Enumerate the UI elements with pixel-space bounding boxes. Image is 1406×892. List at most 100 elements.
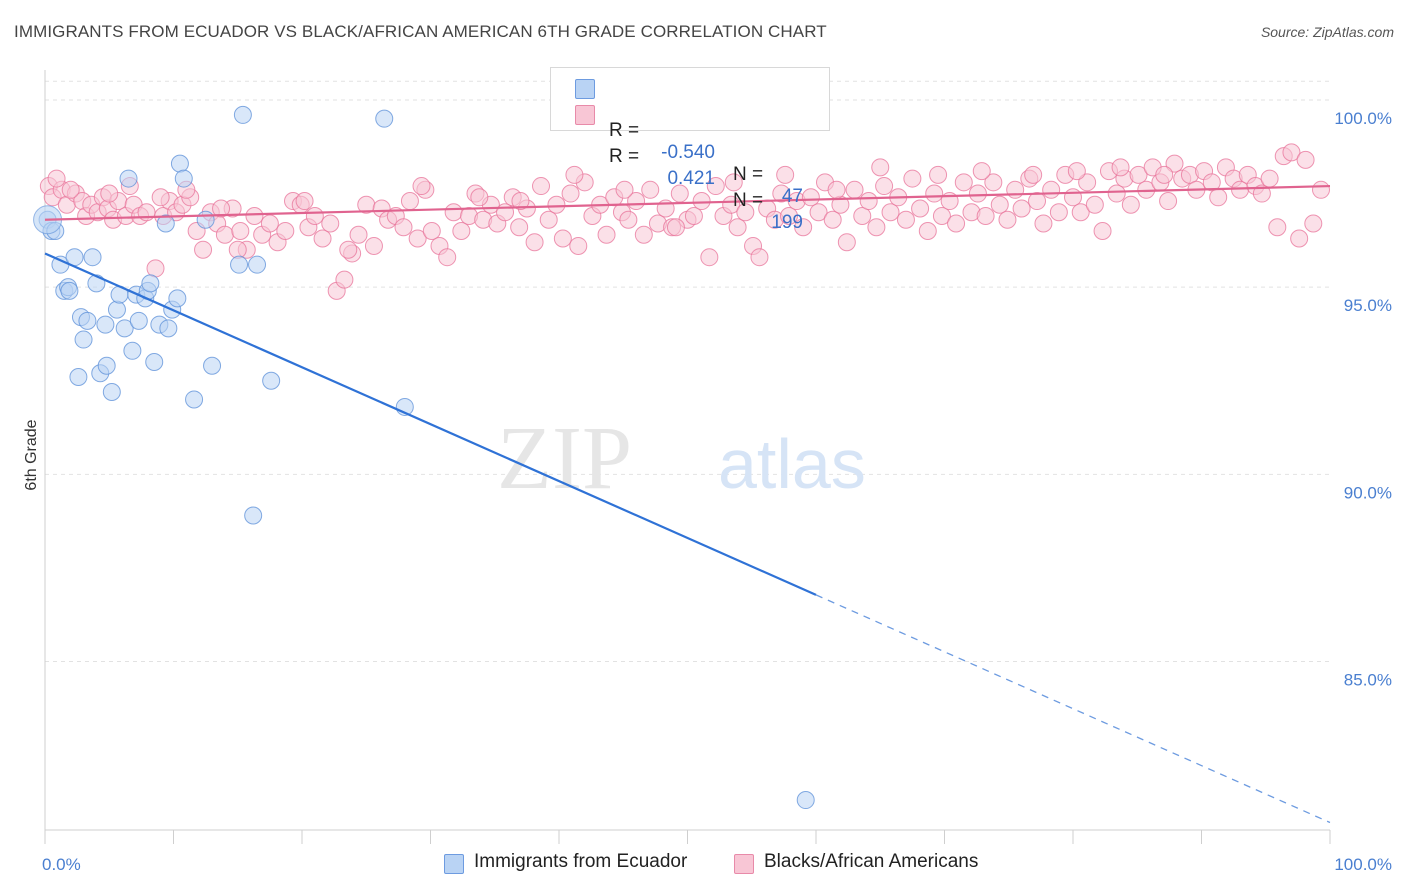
black-point — [801, 188, 820, 207]
black-point — [947, 214, 966, 233]
black-point — [1202, 173, 1221, 192]
black-point — [1159, 192, 1178, 211]
source-label: Source: ZipAtlas.com — [1260, 24, 1394, 40]
legend-r-label: R = — [609, 146, 640, 167]
black-point — [853, 207, 872, 226]
black-trend-line — [44, 184, 1331, 221]
black-point — [1296, 150, 1315, 169]
black-point — [215, 225, 234, 244]
black-point — [1049, 203, 1068, 222]
black-point — [684, 207, 703, 226]
black-point — [692, 192, 711, 211]
black-point — [845, 180, 864, 199]
black-point — [772, 184, 791, 203]
black-point — [511, 192, 530, 211]
black-point — [335, 270, 354, 289]
black-point — [1155, 165, 1174, 184]
black-point — [1071, 203, 1090, 222]
black-point — [1165, 154, 1184, 173]
ecuador-point — [230, 255, 249, 274]
y-tick-label: 90.0% — [1344, 483, 1392, 502]
black-point — [972, 162, 991, 181]
x-tick-label: 100.0% — [1334, 855, 1392, 874]
black-point — [666, 218, 685, 237]
black-point — [1129, 165, 1148, 184]
data-points — [33, 105, 1331, 810]
black-point — [1085, 195, 1104, 214]
black-point — [47, 169, 66, 188]
black-point — [976, 207, 995, 226]
black-point — [929, 165, 948, 184]
ecuador-point — [174, 169, 193, 188]
legend-r-value: -0.540 — [661, 142, 715, 163]
black-point — [1093, 221, 1112, 240]
black-point — [349, 225, 368, 244]
ecuador-point — [102, 382, 121, 401]
black-point — [918, 221, 937, 240]
black-point — [539, 210, 558, 229]
correlation-legend: R = -0.540 N = 47 R = 0.421 N = 199 — [550, 67, 830, 233]
ecuador-point — [78, 311, 97, 330]
black-point — [61, 180, 80, 199]
black-point — [146, 259, 165, 278]
y-tick-label: 95.0% — [1344, 296, 1392, 315]
trend-lines — [44, 184, 1331, 824]
watermark-zip: ZIP — [497, 409, 632, 508]
black-point — [1312, 180, 1331, 199]
black-point — [1064, 188, 1082, 207]
ecuador-point — [248, 255, 267, 274]
black-point — [1252, 184, 1271, 203]
black-point — [313, 229, 332, 248]
black-point — [1028, 192, 1047, 211]
ecuador-point — [129, 311, 148, 330]
black-point — [260, 214, 279, 233]
black-point — [823, 210, 842, 229]
black-point — [295, 192, 314, 211]
black-point — [569, 236, 588, 255]
black-point — [1107, 184, 1126, 203]
ecuador-point — [159, 319, 178, 338]
black-point — [1268, 218, 1287, 237]
black-point — [452, 221, 471, 240]
black-point — [100, 184, 119, 203]
ecuador-point — [97, 356, 116, 375]
ecuador-point — [375, 109, 394, 128]
black-point — [736, 203, 755, 222]
black-point — [903, 169, 922, 188]
black-point — [412, 177, 431, 196]
black-point — [1231, 180, 1250, 199]
ecuador-point — [185, 390, 204, 409]
black-point — [1260, 169, 1279, 188]
y-axis-label: 6th Grade — [23, 419, 40, 490]
ecuador-point — [203, 356, 222, 375]
ecuador-trend-extension — [815, 594, 1331, 824]
legend-n-value: 47 — [781, 186, 803, 207]
black-point — [1006, 180, 1025, 199]
ecuador-point — [145, 353, 164, 372]
black-point — [776, 165, 795, 184]
legend-r-value: 0.421 — [667, 168, 715, 189]
black-point — [1111, 158, 1130, 177]
black-point — [1078, 173, 1097, 192]
legend-swatch-ecuador — [575, 79, 595, 99]
ecuador-point — [796, 791, 815, 810]
black-point — [998, 210, 1017, 229]
series-label-black: Blacks/African Americans — [764, 851, 979, 872]
black-point — [394, 218, 413, 237]
black-point — [641, 180, 660, 199]
black-point — [321, 214, 340, 233]
legend-row-black: R = 0.421 N = 199 — [551, 102, 803, 233]
black-point — [1012, 199, 1031, 218]
black-point — [990, 195, 1009, 214]
black-point — [245, 207, 264, 226]
ecuador-point — [196, 210, 215, 229]
series-swatch-ecuador — [444, 854, 464, 874]
black-point — [553, 229, 572, 248]
black-point — [619, 210, 638, 229]
black-point — [305, 207, 324, 226]
ecuador-point — [96, 315, 115, 334]
black-point — [1034, 214, 1053, 233]
black-point — [438, 248, 457, 267]
black-point — [408, 229, 427, 248]
black-point — [1304, 214, 1323, 233]
